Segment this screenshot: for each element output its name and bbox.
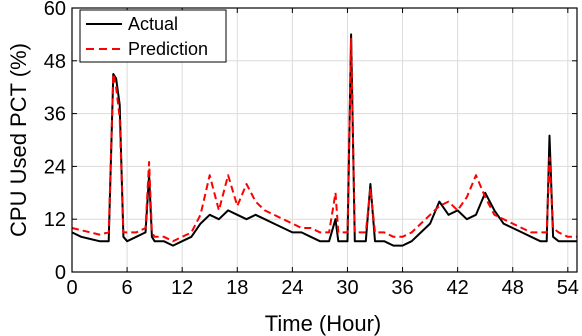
x-tick-label: 6 — [122, 277, 133, 299]
ticks: 0 6 12 18 24 30 36 42 48 54 0 12 24 36 48 60 — [44, 0, 579, 299]
x-tick-label: 36 — [391, 277, 413, 299]
legend-box — [79, 9, 227, 63]
x-tick-label: 48 — [502, 277, 524, 299]
x-tick-label: 30 — [336, 277, 358, 299]
legend: Actual Prediction — [79, 9, 227, 63]
y-tick-label: 24 — [44, 156, 66, 178]
y-tick-label: 60 — [44, 0, 66, 20]
x-tick-label: 24 — [281, 277, 303, 299]
y-tick-label: 36 — [44, 104, 66, 126]
legend-label-prediction: Prediction — [128, 39, 208, 59]
x-axis-label: Time (Hour) — [265, 311, 382, 336]
plot-frame — [71, 7, 578, 273]
series-line-prediction — [71, 37, 577, 243]
series-layer — [71, 33, 577, 247]
x-tick-label: 12 — [171, 277, 193, 299]
x-tick-label: 18 — [226, 277, 248, 299]
x-tick-label: 42 — [447, 277, 469, 299]
y-tick-label: 48 — [44, 51, 66, 73]
y-tick-label: 12 — [44, 209, 66, 231]
y-axis-label: CPU Used PCT (%) — [6, 43, 31, 237]
legend-label-actual: Actual — [128, 14, 178, 34]
y-tick-label: 0 — [55, 262, 66, 284]
series-line-actual — [71, 33, 577, 247]
x-tick-label: 54 — [557, 277, 579, 299]
x-tick-label: 0 — [66, 277, 77, 299]
